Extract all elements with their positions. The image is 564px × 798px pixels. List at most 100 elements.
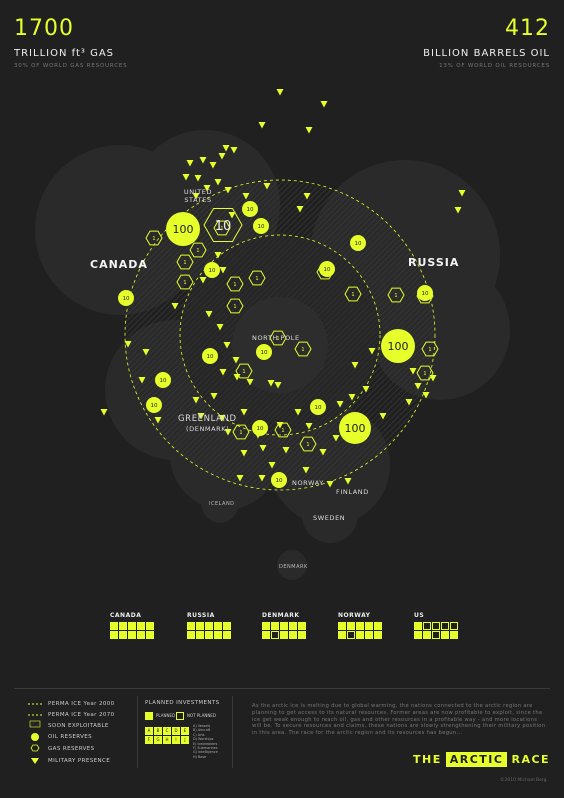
- gas-reserve-hex: [269, 330, 287, 346]
- perma-ice-2000-line: [179, 234, 381, 436]
- oil-reserve-circle: [253, 218, 269, 234]
- military-marker: [320, 101, 328, 108]
- planned-cell: [338, 622, 346, 630]
- investment-grid: [262, 622, 306, 639]
- military-marker: [332, 435, 340, 442]
- military-marker: [214, 252, 222, 259]
- military-marker: [142, 349, 150, 356]
- military-marker: [294, 409, 302, 416]
- gas-reserve-value: 1: [242, 369, 245, 375]
- planned-cell: [146, 622, 154, 630]
- military-marker: [218, 153, 226, 160]
- planned-cell: [196, 622, 204, 630]
- legend-category: B) Aircraft: [193, 728, 211, 733]
- label-greenland-denmark: (DENMARK): [186, 425, 230, 433]
- military-marker: [154, 417, 162, 424]
- planned-cell: [187, 622, 195, 630]
- military-marker: [222, 145, 230, 152]
- military-marker: [344, 478, 352, 485]
- gas-reserve-hex: [213, 220, 231, 236]
- military-marker: [258, 122, 266, 129]
- oil-sub: 13% OF WORLD OIL RESOURCES: [439, 63, 550, 69]
- legend-oil-reserves: OIL RESERVES: [48, 734, 93, 740]
- military-marker: [276, 89, 284, 96]
- oil-reserve-circle: [256, 344, 272, 360]
- investment-country-name: RUSSIA: [187, 612, 215, 619]
- oil-reserve-value: 10: [422, 291, 429, 297]
- oil-reserve-value: 10: [324, 267, 331, 273]
- planned-cell: [146, 631, 154, 639]
- gas-sub: 30% OF WORLD GAS RESOURCES: [14, 63, 128, 69]
- military-marker: [209, 162, 217, 169]
- key-cell: A: [145, 727, 153, 735]
- not-planned-cell: [423, 622, 431, 630]
- oil-reserve-value: 10: [123, 296, 130, 302]
- label-russia: RUSSIA: [408, 256, 460, 269]
- planned-cell: [196, 631, 204, 639]
- not-planned-label: NOT PLANNED: [187, 713, 216, 718]
- military-marker: [192, 193, 200, 200]
- planned-cell: [298, 622, 306, 630]
- gas-reserve-hex: [299, 436, 317, 452]
- planned-cell: [119, 631, 127, 639]
- military-marker: [205, 311, 213, 318]
- gas-reserve-value: 1: [233, 282, 236, 288]
- planned-cell: [271, 622, 279, 630]
- oil-reserve-circle: [252, 420, 268, 436]
- planned-cell: [450, 631, 458, 639]
- oil-reserve-value: 10: [247, 207, 254, 213]
- military-marker: [268, 462, 276, 469]
- military-marker: [379, 413, 387, 420]
- perma-ice-2070-line: [124, 179, 436, 491]
- investment-us: US: [414, 612, 458, 639]
- oil-reserve-value: 10: [261, 350, 268, 356]
- legend-divider: [137, 696, 138, 768]
- military-marker: [348, 394, 356, 401]
- gas-reserve-hex: [226, 298, 244, 314]
- military-marker: [303, 193, 311, 200]
- key-cell: F: [145, 736, 153, 744]
- oil-reserve-circle: [319, 261, 335, 277]
- planned-cell: [223, 631, 231, 639]
- legend-category: D) Warships: [193, 737, 214, 742]
- gas-reserve-hex: [421, 341, 439, 357]
- not-planned-cell: [432, 631, 440, 639]
- planned-cell: [119, 622, 127, 630]
- label-finland: FINLAND: [336, 488, 369, 496]
- planned-cell: [205, 631, 213, 639]
- planned-cell: [262, 631, 270, 639]
- gas-reserve-value: 1: [423, 371, 426, 377]
- legend-military: MILITARY PRESENCE: [48, 758, 111, 764]
- gas-reserve-value: 1: [183, 260, 186, 266]
- military-marker: [240, 450, 248, 457]
- gas-reserve-hex-large: [203, 208, 243, 242]
- planned-cell: [289, 622, 297, 630]
- title-arctic: ARCTIC: [445, 752, 508, 767]
- military-marker: [182, 174, 190, 181]
- planned-cell: [187, 631, 195, 639]
- planned-cell: [137, 631, 145, 639]
- oil-reserve-value: 10: [207, 354, 214, 360]
- gas-reserve-value: 1: [301, 347, 304, 353]
- investment-country-name: NORWAY: [338, 612, 371, 619]
- oil-reserve-circle: [155, 372, 171, 388]
- planned-swatch: [145, 712, 153, 720]
- planned-cell: [356, 622, 364, 630]
- not-planned-cell: [432, 622, 440, 630]
- military-marker: [138, 377, 146, 384]
- oil-reserve-value: 10: [257, 426, 264, 432]
- oil-reserve-circle: [118, 290, 134, 306]
- military-marker: [199, 157, 207, 164]
- gas-reserve-hex: [232, 424, 250, 440]
- investment-country-name: DENMARK: [262, 612, 300, 619]
- military-marker: [409, 368, 417, 375]
- planned-cell: [365, 631, 373, 639]
- military-marker: [336, 401, 344, 408]
- planned-cell: [374, 622, 382, 630]
- investment-grid: [338, 622, 382, 639]
- military-marker: [242, 193, 250, 200]
- paragraph-divider: [232, 696, 233, 768]
- military-marker: [236, 475, 244, 482]
- label-united-states: UNITED STATES: [183, 188, 213, 204]
- gas-reserve-hex: [145, 230, 163, 246]
